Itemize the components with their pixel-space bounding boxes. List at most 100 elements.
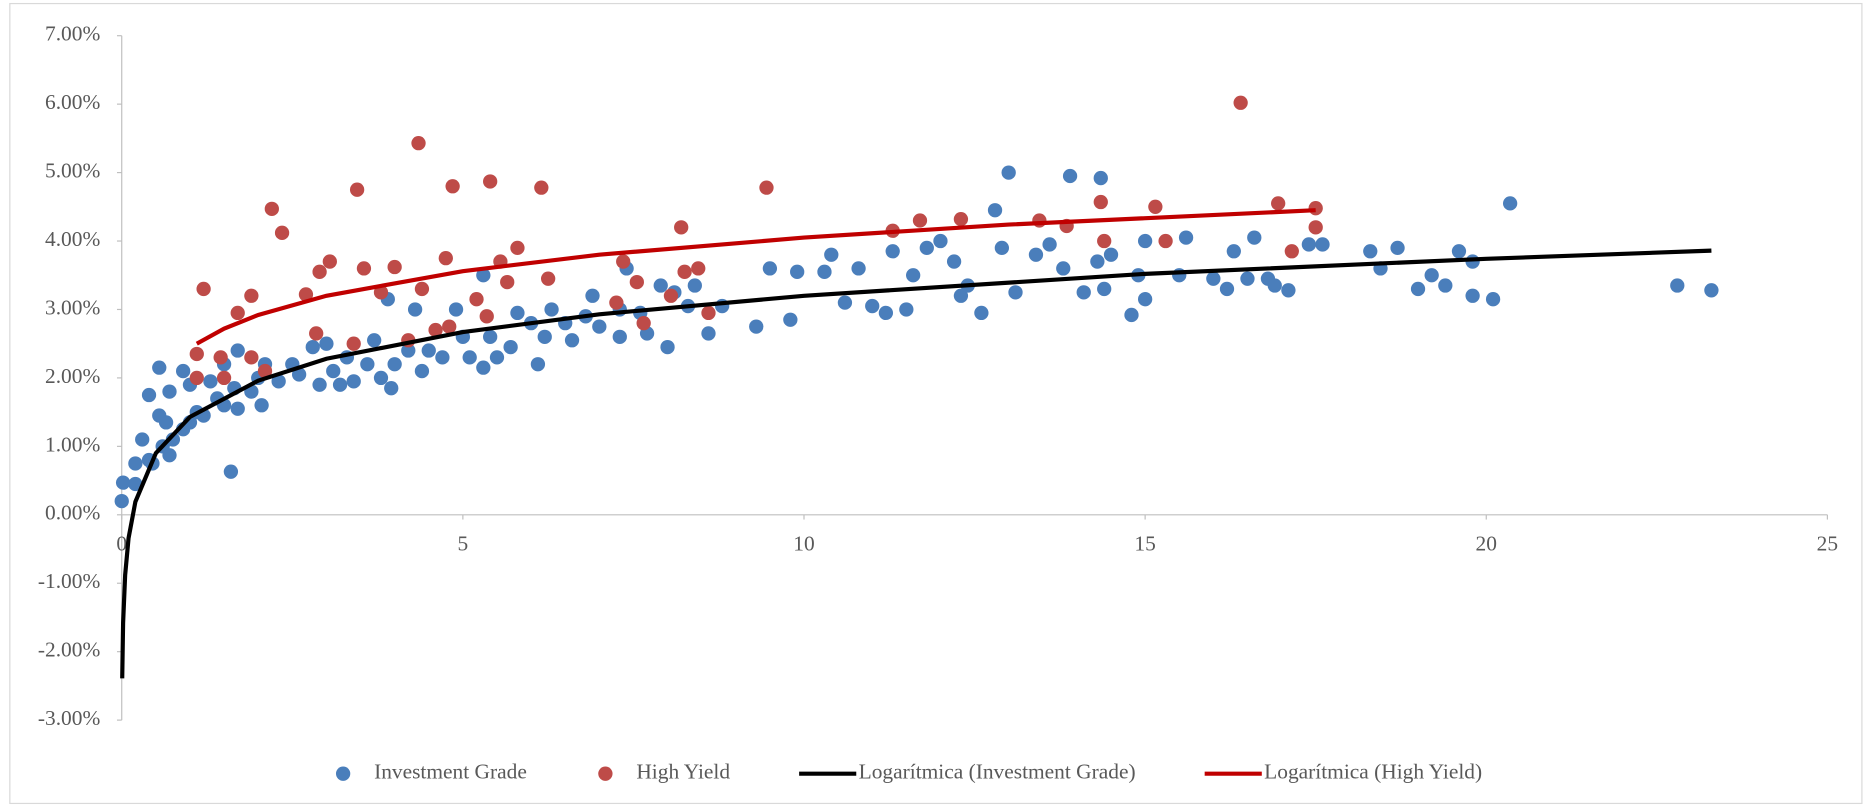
data-point [609,295,624,310]
data-point [479,309,494,324]
data-point [387,357,402,372]
data-point [912,213,928,228]
data-point [305,339,320,355]
data-point [851,261,866,276]
data-point [1178,230,1194,245]
data-point [1267,278,1282,293]
data-point [162,384,177,399]
data-point [1281,283,1296,298]
data-point [407,302,423,317]
data-point [428,322,443,338]
data-point [636,316,651,331]
data-point [1226,244,1241,259]
data-point [933,233,948,249]
data-point [1465,288,1480,303]
data-point [783,312,798,327]
data-point [994,240,1009,256]
data-point [1271,196,1286,211]
data-point [503,339,518,355]
data-point [663,288,679,303]
data-point [660,339,675,355]
legend-label: Logarítmica (Investment Grade) [859,760,1136,784]
data-point [401,343,416,358]
data-point [1090,254,1105,269]
data-point [257,363,273,379]
data-point [135,432,150,447]
data-point [274,225,290,240]
x-tick-label: 15 [1134,532,1155,556]
data-point [987,203,1003,218]
data-point [510,240,525,256]
data-point [373,285,389,300]
data-point [1240,271,1255,286]
data-point [384,381,399,396]
trend-line [195,208,1316,346]
data-point [1093,170,1108,186]
y-tick-label: 5.00% [45,159,100,183]
data-point [653,278,668,293]
data-point [360,357,375,372]
data-point [1390,240,1405,256]
data-point [1008,285,1023,300]
data-point [203,374,218,389]
data-point [541,271,556,286]
data-point [1097,233,1112,249]
data-point [435,350,450,365]
y-tick-label: 6.00% [45,90,100,114]
data-point [1062,168,1078,184]
data-point [230,305,245,321]
data-point [462,350,477,365]
data-point [244,350,259,365]
data-point [254,398,269,413]
data-point [1124,307,1139,323]
data-point [885,244,900,259]
data-point [878,305,894,321]
data-point [534,180,549,195]
data-point [1056,261,1071,276]
data-point [1301,237,1317,252]
data-point [1076,285,1091,300]
data-point [1308,220,1323,235]
data-point [749,319,764,334]
data-point [1093,194,1108,210]
x-tick-label: 5 [458,532,469,556]
data-point [312,264,327,279]
data-point [189,370,204,386]
data-point [414,363,430,379]
trend-line [120,248,1712,679]
data-point [332,377,348,392]
legend-swatch [335,766,351,781]
data-point [1284,244,1299,259]
data-point [1097,281,1112,297]
data-point [298,287,314,302]
data-point [510,305,525,321]
data-point [483,174,498,189]
data-point [445,179,460,194]
data-point [128,476,143,492]
data-point [1137,233,1153,249]
data-point [114,493,129,509]
data-point [448,302,464,317]
data-point [291,367,307,382]
y-tick-label: 0.00% [45,501,100,525]
y-tick-label: -1.00% [38,569,101,593]
data-point [1315,237,1330,252]
y-tick-label: 4.00% [45,227,100,251]
data-point [674,220,689,235]
y-tick-label: 7.00% [45,22,100,46]
data-point [230,343,245,358]
data-point [1308,201,1323,216]
data-point [367,333,382,348]
data-point [544,302,559,317]
data-point [1001,165,1016,180]
data-point [974,305,989,321]
data-point [162,448,177,463]
data-point [1042,237,1057,252]
data-point [677,264,692,279]
data-point [612,329,627,344]
data-point [837,295,853,310]
data-point [616,254,631,269]
data-point [438,250,453,266]
data-point [1028,247,1044,262]
